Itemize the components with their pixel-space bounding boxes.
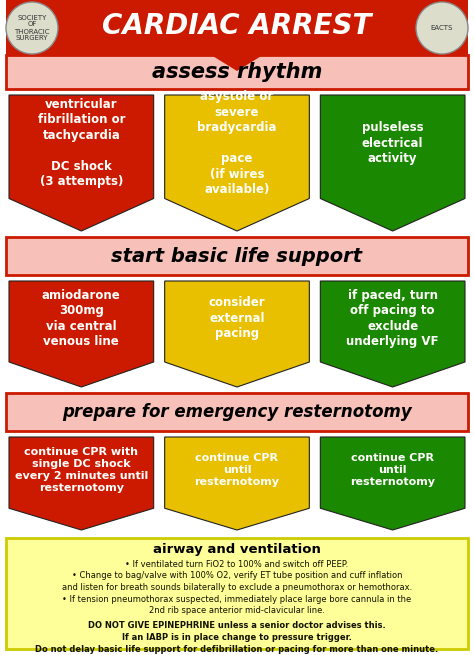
Text: • Change to bag/valve with 100% O2, verify ET tube position and cuff inflation: • Change to bag/valve with 100% O2, veri… — [72, 572, 402, 580]
Text: airway and ventilation: airway and ventilation — [153, 544, 321, 557]
FancyBboxPatch shape — [6, 538, 468, 649]
Circle shape — [416, 2, 468, 54]
Polygon shape — [9, 95, 154, 231]
Text: prepare for emergency resternotomy: prepare for emergency resternotomy — [62, 403, 412, 421]
Polygon shape — [320, 95, 465, 231]
Text: If an IABP is in place change to pressure trigger.: If an IABP is in place change to pressur… — [122, 633, 352, 642]
Polygon shape — [210, 54, 264, 71]
Text: ventricular
fibrillation or
tachycardia

DC shock
(3 attempts): ventricular fibrillation or tachycardia … — [37, 98, 125, 189]
Polygon shape — [9, 437, 154, 530]
Polygon shape — [320, 437, 465, 530]
Text: CARDIAC ARREST: CARDIAC ARREST — [102, 12, 372, 39]
Text: asystole or
severe
bradycardia

pace
(if wires
available): asystole or severe bradycardia pace (if … — [197, 90, 277, 196]
FancyBboxPatch shape — [6, 393, 468, 431]
Polygon shape — [320, 281, 465, 387]
Polygon shape — [164, 437, 310, 530]
Text: Do not delay basic life support for defibrillation or pacing for more than one m: Do not delay basic life support for defi… — [36, 645, 438, 654]
Polygon shape — [164, 281, 310, 387]
Text: amiodarone
300mg
via central
venous line: amiodarone 300mg via central venous line — [42, 289, 121, 348]
Text: SOCIETY
OF
THORACIC
SURGERY: SOCIETY OF THORACIC SURGERY — [14, 14, 50, 41]
Text: • If ventilated turn FiO2 to 100% and switch off PEEP.: • If ventilated turn FiO2 to 100% and sw… — [126, 560, 348, 569]
Text: continue CPR
until
resternotomy: continue CPR until resternotomy — [350, 453, 435, 487]
Circle shape — [6, 2, 58, 54]
Polygon shape — [9, 281, 154, 387]
FancyBboxPatch shape — [6, 237, 468, 275]
FancyBboxPatch shape — [6, 0, 468, 55]
Text: DO NOT GIVE EPINEPHRINE unless a senior doctor advises this.: DO NOT GIVE EPINEPHRINE unless a senior … — [88, 622, 386, 631]
Text: continue CPR with
single DC shock
every 2 minutes until
resternotomy: continue CPR with single DC shock every … — [15, 447, 148, 493]
Polygon shape — [164, 95, 310, 231]
Text: 2nd rib space anterior mid-clavicular line.: 2nd rib space anterior mid-clavicular li… — [149, 606, 325, 615]
Text: continue CPR
until
resternotomy: continue CPR until resternotomy — [194, 453, 280, 487]
Text: • If tension pneumothorax suspected, immediately place large bore cannula in the: • If tension pneumothorax suspected, imm… — [63, 595, 411, 603]
Text: consider
external
pacing: consider external pacing — [209, 296, 265, 341]
Text: if paced, turn
off pacing to
exclude
underlying VF: if paced, turn off pacing to exclude und… — [346, 289, 439, 348]
FancyBboxPatch shape — [6, 55, 468, 89]
Text: EACTS: EACTS — [431, 25, 453, 31]
Text: assess rhythm: assess rhythm — [152, 62, 322, 82]
Text: and listen for breath sounds bilaterally to exclude a pneumothorax or hemothorax: and listen for breath sounds bilaterally… — [62, 583, 412, 592]
Text: pulseless
electrical
activity: pulseless electrical activity — [362, 121, 423, 165]
Text: start basic life support: start basic life support — [111, 246, 363, 265]
